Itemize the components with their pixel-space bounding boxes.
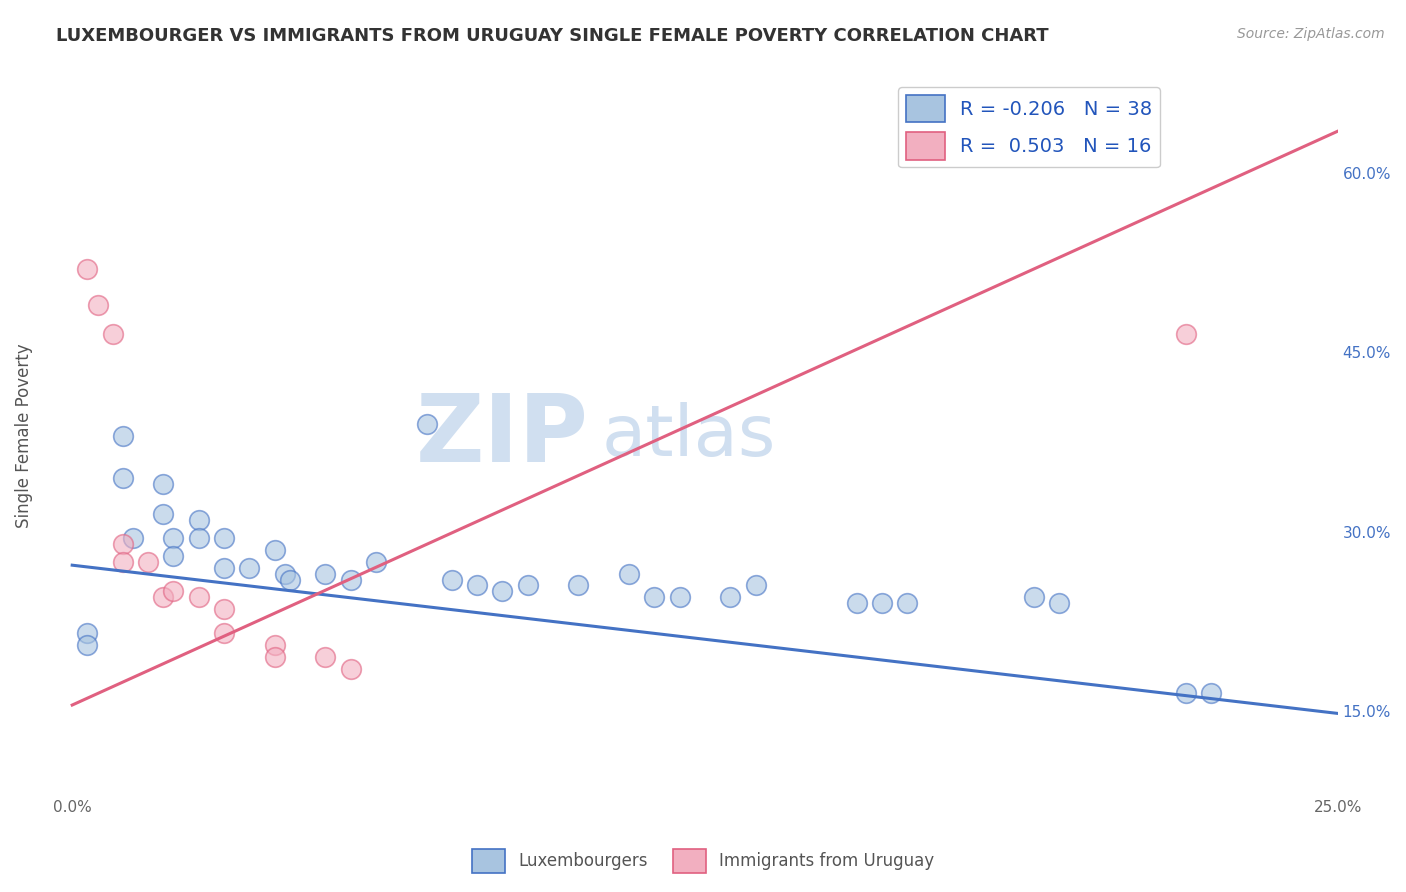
Point bbox=[896, 596, 918, 610]
Point bbox=[617, 566, 640, 581]
Point bbox=[718, 591, 741, 605]
Text: atlas: atlas bbox=[602, 401, 776, 471]
Text: ZIP: ZIP bbox=[416, 390, 589, 482]
Point bbox=[668, 591, 690, 605]
Point bbox=[187, 531, 209, 545]
Point bbox=[152, 476, 174, 491]
Point bbox=[845, 596, 868, 610]
Point bbox=[162, 584, 184, 599]
Point bbox=[1199, 686, 1222, 700]
Point bbox=[339, 573, 361, 587]
Text: LUXEMBOURGER VS IMMIGRANTS FROM URUGUAY SINGLE FEMALE POVERTY CORRELATION CHART: LUXEMBOURGER VS IMMIGRANTS FROM URUGUAY … bbox=[56, 27, 1049, 45]
Point bbox=[136, 555, 159, 569]
Point bbox=[187, 513, 209, 527]
Point bbox=[643, 591, 665, 605]
Point bbox=[1174, 327, 1197, 342]
Point bbox=[314, 566, 336, 581]
Point bbox=[516, 578, 538, 592]
Point bbox=[187, 591, 209, 605]
Point bbox=[1022, 591, 1045, 605]
Point bbox=[111, 429, 134, 443]
Point bbox=[278, 573, 301, 587]
Point bbox=[263, 542, 285, 557]
Y-axis label: Single Female Poverty: Single Female Poverty bbox=[15, 343, 32, 528]
Point bbox=[76, 261, 98, 276]
Point bbox=[465, 578, 488, 592]
Point bbox=[238, 560, 260, 574]
Point bbox=[491, 584, 513, 599]
Point bbox=[744, 578, 766, 592]
Point bbox=[1174, 686, 1197, 700]
Point bbox=[263, 650, 285, 665]
Legend: Luxembourgers, Immigrants from Uruguay: Luxembourgers, Immigrants from Uruguay bbox=[465, 842, 941, 880]
Point bbox=[152, 591, 174, 605]
Point bbox=[101, 327, 124, 342]
Point bbox=[870, 596, 893, 610]
Point bbox=[76, 638, 98, 652]
Point bbox=[111, 555, 134, 569]
Point bbox=[86, 297, 108, 311]
Point bbox=[111, 536, 134, 550]
Point bbox=[76, 626, 98, 640]
Point bbox=[364, 555, 387, 569]
Point bbox=[212, 560, 235, 574]
Point bbox=[314, 650, 336, 665]
Point bbox=[415, 417, 437, 431]
Point bbox=[162, 549, 184, 563]
Point bbox=[212, 602, 235, 616]
Point bbox=[1047, 596, 1070, 610]
Point bbox=[440, 573, 463, 587]
Point bbox=[212, 531, 235, 545]
Point bbox=[263, 638, 285, 652]
Point bbox=[274, 566, 297, 581]
Point bbox=[339, 662, 361, 676]
Point bbox=[152, 507, 174, 521]
Text: Source: ZipAtlas.com: Source: ZipAtlas.com bbox=[1237, 27, 1385, 41]
Point bbox=[111, 471, 134, 485]
Legend: R = -0.206   N = 38, R =  0.503   N = 16: R = -0.206 N = 38, R = 0.503 N = 16 bbox=[898, 87, 1160, 168]
Point bbox=[162, 531, 184, 545]
Point bbox=[212, 626, 235, 640]
Point bbox=[122, 531, 145, 545]
Point bbox=[567, 578, 589, 592]
